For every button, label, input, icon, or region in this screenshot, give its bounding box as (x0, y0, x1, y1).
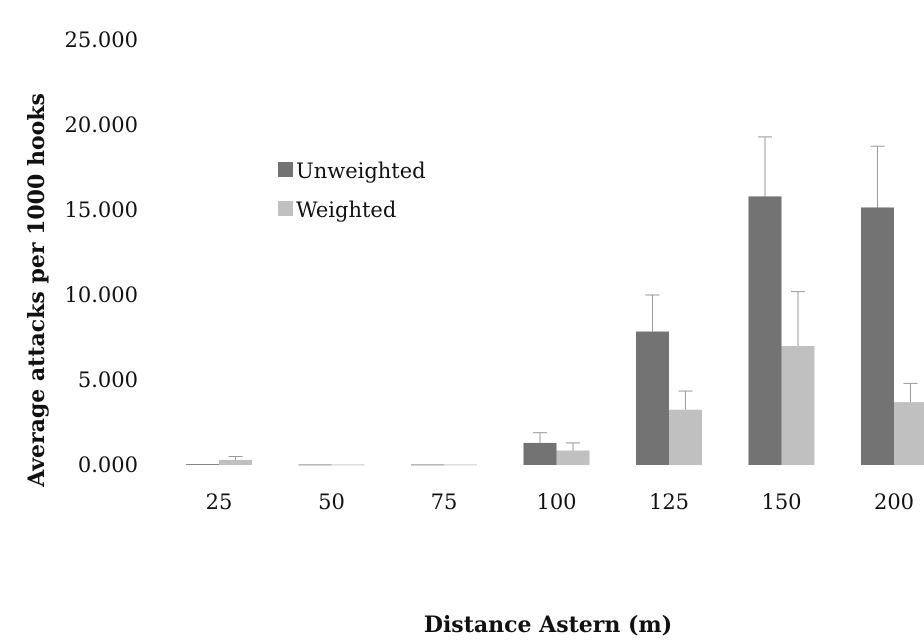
x-tick-label: 200 (874, 490, 914, 514)
y-tick-label: 5.000 (78, 368, 138, 392)
bar-unweighted-25 (186, 464, 219, 465)
bar-unweighted-125 (636, 331, 669, 465)
legend: Unweighted Weighted (278, 159, 426, 222)
legend-swatch-unweighted (278, 162, 293, 177)
x-tick-label: 25 (206, 490, 233, 514)
legend-label-unweighted: Unweighted (296, 159, 426, 183)
bar-weighted-150 (781, 346, 815, 465)
error-bars (228, 136, 918, 460)
bar-weighted-75 (444, 464, 477, 466)
bar-weighted-25 (219, 459, 252, 465)
y-tick-label: 25.000 (65, 28, 138, 52)
bar-unweighted-200 (861, 207, 894, 465)
legend-swatch-weighted (278, 201, 293, 216)
bar-weighted-50 (331, 464, 365, 466)
bar-unweighted-150 (748, 196, 782, 465)
x-axis-ticks: 25 50 75 100 125 150 200 (206, 490, 914, 514)
bar-weighted-125 (669, 409, 702, 465)
bar-unweighted-50 (298, 464, 332, 466)
bar-unweighted-75 (411, 464, 444, 466)
x-axis-title: Distance Astern (m) (424, 612, 672, 638)
x-tick-label: 50 (318, 490, 345, 514)
bar-unweighted-100 (523, 442, 557, 465)
y-axis-title: Average attacks per 1000 hooks (24, 93, 50, 488)
bar-weighted-100 (556, 450, 590, 465)
bar-weighted-200 (894, 402, 924, 465)
x-tick-label: 75 (431, 490, 458, 514)
legend-label-weighted: Weighted (296, 198, 396, 222)
x-tick-label: 125 (649, 490, 689, 514)
y-tick-label: 20.000 (65, 113, 138, 137)
bars (186, 196, 924, 466)
y-tick-label: 15.000 (65, 198, 138, 222)
x-tick-label: 100 (536, 490, 576, 514)
y-tick-label: 10.000 (65, 283, 138, 307)
y-axis-ticks: 0.000 5.000 10.000 15.000 20.000 25.000 (65, 28, 138, 477)
x-tick-label: 150 (761, 490, 801, 514)
y-tick-label: 0.000 (78, 453, 138, 477)
